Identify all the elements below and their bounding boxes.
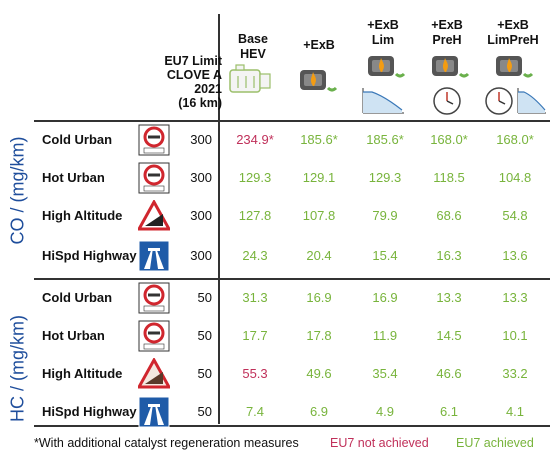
- data-cell: 15.4: [372, 248, 398, 263]
- data-cell: 104.8: [498, 170, 532, 185]
- data-cell: 20.4: [306, 248, 332, 263]
- limit-value: 300: [190, 170, 212, 185]
- data-cell: 17.7: [242, 328, 268, 343]
- row-label: Hot Urban: [42, 328, 105, 343]
- data-cell: 24.3: [242, 248, 268, 263]
- data-cell: 168.0*: [430, 132, 468, 147]
- data-cell: 31.3: [242, 290, 268, 305]
- legend-achieved: EU7 achieved: [456, 436, 534, 450]
- data-cell: 10.1: [502, 328, 528, 343]
- column-header-exb-preh: +ExB PreH: [431, 18, 463, 47]
- footnote: *With additional catalyst regeneration m…: [34, 436, 299, 450]
- data-cell: 11.9: [372, 328, 398, 343]
- data-cell: 13.6: [502, 248, 528, 263]
- data-cell: 49.6: [306, 366, 332, 381]
- data-cell: 16.9: [306, 290, 332, 305]
- limit-header: EU7 Limit CLOVE A 2021 (16 km): [164, 54, 222, 110]
- heated-catalyst-icon: [496, 56, 534, 78]
- highway-sign-icon: [138, 396, 170, 428]
- data-cell: 129.3: [238, 170, 272, 185]
- data-cell: 16.3: [436, 248, 462, 263]
- engine-battery-icon: [229, 64, 271, 93]
- table-row: Hot Urban 300 129.3 129.1 129.3 118.5 10…: [34, 160, 550, 196]
- data-cell: 14.5: [436, 328, 462, 343]
- table-row: Cold Urban 300 234.9* 185.6* 185.6* 168.…: [34, 122, 550, 158]
- table-bottom-border: [34, 425, 550, 427]
- section-divider: [34, 278, 550, 280]
- highway-sign-icon: [138, 240, 170, 272]
- heated-catalyst-icon: [432, 56, 470, 78]
- data-cell: 118.5: [433, 170, 465, 185]
- column-header-exb: +ExB: [303, 38, 335, 52]
- data-cell: 127.8: [238, 208, 272, 223]
- data-cell: 4.9: [375, 404, 395, 419]
- data-cell: 6.9: [309, 404, 329, 419]
- zone-sign-icon: [138, 282, 170, 314]
- data-cell: 185.6*: [366, 132, 404, 147]
- row-label: Hot Urban: [42, 170, 105, 185]
- data-cell: 46.6: [436, 366, 462, 381]
- table-row: HiSpd Highway 300 24.3 20.4 15.4 16.3 13…: [34, 238, 550, 274]
- table-row: Hot Urban 50 17.7 17.8 11.9 14.5 10.1: [34, 318, 550, 354]
- row-label: Cold Urban: [42, 290, 113, 305]
- power-limit-curve-icon: [362, 88, 404, 114]
- limit-value: 50: [197, 366, 212, 381]
- data-cell: 4.1: [505, 404, 525, 419]
- zone-sign-icon: [138, 162, 170, 194]
- data-cell: 68.6: [436, 208, 462, 223]
- data-cell: 107.8: [302, 208, 336, 223]
- data-cell: 7.4: [245, 404, 265, 419]
- zone-sign-icon: [138, 320, 170, 352]
- data-cell: 55.3: [242, 366, 268, 381]
- data-cell: 13.3: [436, 290, 462, 305]
- co-axis-label: CO / (mg/km): [7, 136, 28, 245]
- data-cell: 6.1: [439, 404, 459, 419]
- data-cell: 129.3: [368, 170, 402, 185]
- steep-grade-sign-icon: [138, 200, 170, 231]
- data-cell: 54.8: [502, 208, 528, 223]
- column-header-exb-limpreh: +ExB LimPreH: [487, 18, 539, 47]
- heated-catalyst-icon: [300, 70, 338, 92]
- limit-value: 300: [190, 208, 212, 223]
- table-row: Cold Urban 50 31.3 16.9 16.9 13.3 13.3: [34, 280, 550, 316]
- data-cell: 35.4: [372, 366, 398, 381]
- limit-value: 50: [197, 328, 212, 343]
- data-cell: 33.2: [502, 366, 528, 381]
- limit-value: 50: [197, 290, 212, 305]
- table-row: High Altitude 50 55.3 49.6 35.4 46.6 33.…: [34, 356, 550, 392]
- row-label: Cold Urban: [42, 132, 113, 147]
- limit-value: 300: [190, 132, 212, 147]
- power-limit-curve-icon: [517, 88, 546, 114]
- data-cell: 168.0*: [496, 132, 534, 147]
- table-row: High Altitude 300 127.8 107.8 79.9 68.6 …: [34, 198, 550, 234]
- row-label: HiSpd Highway: [42, 404, 137, 419]
- legend-not-achieved: EU7 not achieved: [330, 436, 429, 450]
- data-cell: 79.9: [372, 208, 398, 223]
- row-label: High Altitude: [42, 208, 123, 223]
- column-header-base-hev: Base HEV: [238, 32, 268, 61]
- steep-grade-sign-icon: [138, 358, 170, 389]
- column-header-exb-lim: +ExB Lim: [367, 18, 399, 47]
- table-row: HiSpd Highway 50 7.4 6.9 4.9 6.1 4.1: [34, 394, 550, 430]
- limit-value: 300: [190, 248, 212, 263]
- vertical-divider: [218, 14, 220, 424]
- data-cell: 16.9: [372, 290, 398, 305]
- clock-icon: [433, 87, 461, 115]
- zone-sign-icon: [138, 124, 170, 156]
- hc-axis-label: HC / (mg/km): [7, 315, 28, 422]
- data-cell: 234.9*: [236, 132, 274, 147]
- data-cell: 129.1: [302, 170, 336, 185]
- data-cell: 13.3: [502, 290, 528, 305]
- header-divider: [34, 120, 550, 122]
- clock-icon: [485, 87, 513, 115]
- data-cell: 17.8: [306, 328, 332, 343]
- heated-catalyst-icon: [368, 56, 406, 78]
- row-label: High Altitude: [42, 366, 123, 381]
- data-cell: 185.6*: [300, 132, 338, 147]
- limit-value: 50: [197, 404, 212, 419]
- row-label: HiSpd Highway: [42, 248, 137, 263]
